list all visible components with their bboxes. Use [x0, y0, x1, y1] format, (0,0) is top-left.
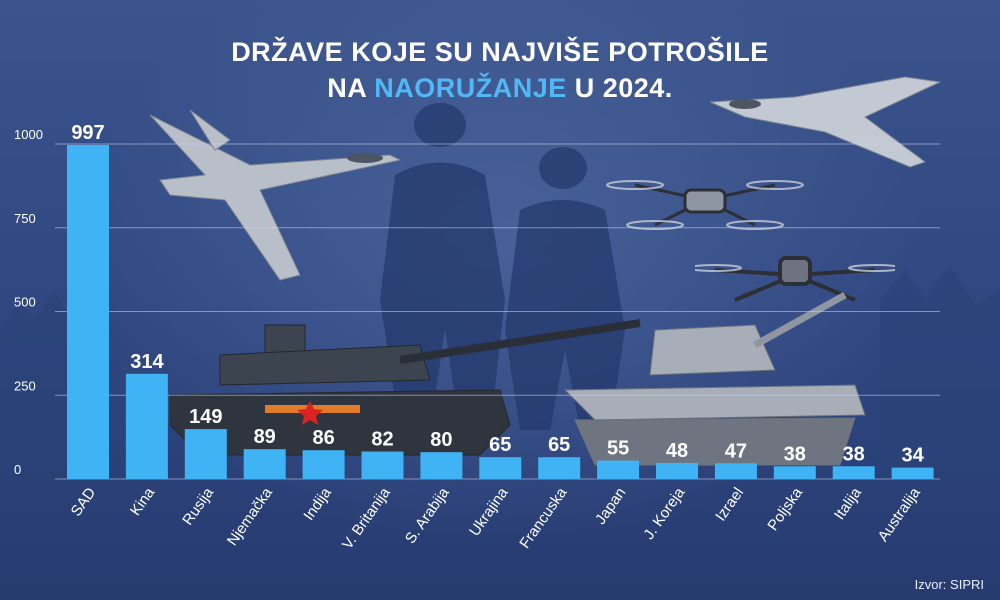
bar — [125, 373, 168, 479]
x-tick-label: J. Koreja — [640, 484, 688, 543]
bar — [597, 460, 640, 479]
value-label: 80 — [430, 429, 452, 451]
value-label: 65 — [548, 434, 570, 456]
x-tick-label: Rusija — [179, 484, 217, 528]
x-axis-labels: SAD Kina Rusija Njemačka Indija V. Britanija S… — [68, 484, 925, 553]
y-tick-label: 500 — [14, 295, 36, 310]
x-tick-label: Njemačka — [224, 484, 277, 549]
x-tick-label: Australija — [875, 484, 925, 545]
drone-small-icon — [606, 180, 804, 230]
chart-title: DRŽAVE KOJE SU NAJVIŠE POTROŠILE NA NAOR… — [0, 34, 1000, 106]
bar — [302, 450, 345, 479]
drone-large-icon — [695, 256, 895, 302]
value-label: 47 — [725, 440, 747, 462]
x-tick-label: Francuska — [516, 484, 570, 552]
value-label: 86 — [312, 427, 334, 449]
y-tick-label: 1000 — [14, 127, 43, 142]
grid-lines — [55, 143, 940, 480]
x-tick-label: Italija — [831, 484, 865, 523]
value-label: 82 — [371, 429, 393, 451]
title-line-2-prefix: NA — [327, 73, 375, 103]
value-label: 314 — [130, 351, 164, 373]
x-tick-label: Japan — [592, 485, 629, 528]
x-tick-label: Ukrajina — [466, 484, 512, 539]
value-label: 65 — [489, 434, 511, 456]
bar — [420, 452, 463, 479]
y-tick-label: 250 — [14, 378, 36, 393]
bar — [538, 457, 581, 479]
bars — [67, 145, 934, 479]
bar — [714, 463, 757, 479]
x-tick-label: V. Britanija — [339, 484, 394, 553]
value-label: 149 — [189, 406, 222, 428]
value-label: 48 — [666, 440, 688, 462]
source-note: Izvor: SIPRI — [914, 577, 984, 592]
bar — [832, 466, 875, 479]
x-tick-label: SAD — [68, 484, 100, 519]
bar — [891, 467, 934, 479]
tank-right-icon — [563, 291, 866, 466]
x-tick-label: Indija — [300, 484, 335, 524]
value-label: 38 — [784, 443, 806, 465]
x-tick-label: S. Arabija — [402, 484, 453, 547]
value-label: 89 — [254, 426, 276, 448]
y-tick-label: 750 — [14, 211, 36, 226]
y-tick-label: 0 — [14, 462, 21, 477]
value-label: 997 — [71, 122, 104, 144]
title-line-1: DRŽAVE KOJE SU NAJVIŠE POTROŠILE — [231, 37, 769, 67]
x-tick-label: Kina — [127, 484, 159, 519]
value-label: 34 — [901, 445, 924, 467]
x-tick-label: Poljska — [764, 484, 806, 534]
value-label: 38 — [843, 443, 865, 465]
bar — [479, 457, 522, 479]
bar — [361, 451, 404, 479]
title-highlight: NAORUŽANJE — [374, 73, 567, 103]
value-labels: 997 314 149 89 86 82 80 65 65 55 48 47 38 38 34 — [71, 122, 924, 467]
y-axis-ticks: 0 250 500 750 1000 — [14, 127, 43, 477]
x-tick-label: Izrael — [712, 485, 747, 525]
fighter-jet-left-icon — [149, 109, 402, 281]
bar — [773, 466, 816, 479]
title-line-2: NA NAORUŽANJE U 2024. — [0, 70, 1000, 106]
bar — [184, 429, 227, 479]
bar — [67, 145, 109, 479]
value-label: 55 — [607, 438, 629, 460]
bar — [656, 462, 698, 479]
bar — [243, 449, 286, 479]
tank-left-icon — [170, 319, 641, 456]
title-line-2-suffix: U 2024. — [566, 73, 673, 103]
